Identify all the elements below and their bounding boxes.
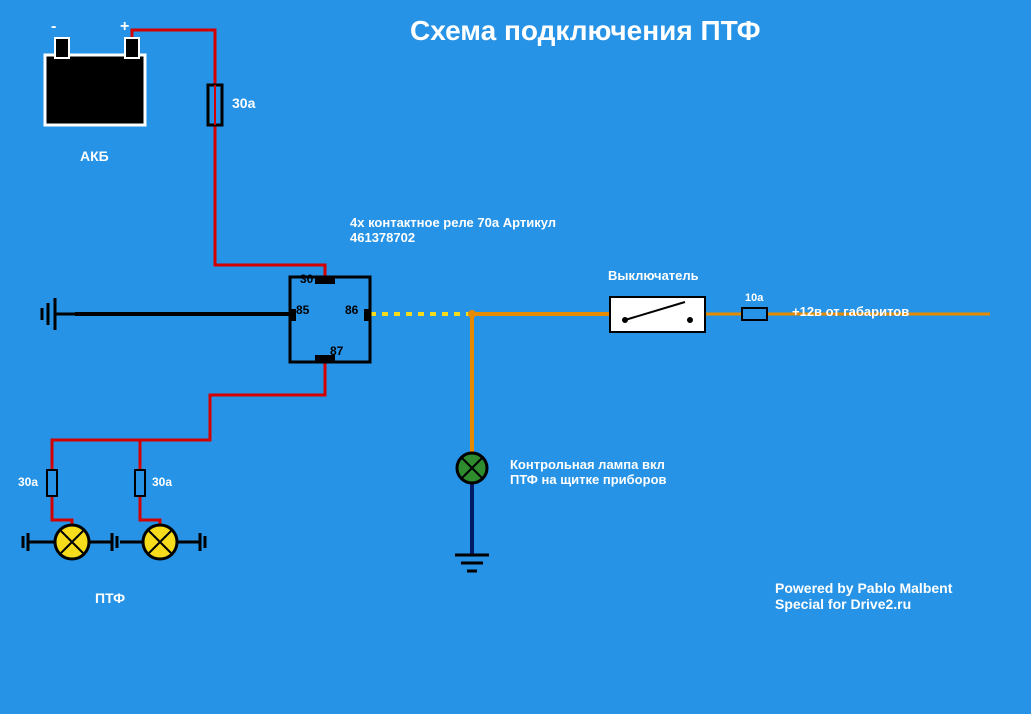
battery-minus: -	[51, 18, 56, 36]
ptf-fuse1	[47, 470, 57, 496]
relay-pin87-label: 87	[330, 344, 343, 358]
relay-label: 4х контактное реле 70а Артикул 461378702	[350, 215, 556, 245]
ptf-label: ПТФ	[95, 590, 125, 606]
wire-fuse-down	[215, 125, 325, 278]
footer-line2: Special for Drive2.ru	[775, 596, 952, 612]
junction-dot	[468, 310, 476, 318]
relay-pin30-label: 30	[300, 272, 313, 286]
footer: Powered by Pablo Malbent Special for Dri…	[775, 580, 952, 612]
relay-pin86-label: 86	[345, 303, 358, 317]
wire-87-branch	[52, 362, 325, 470]
supply-label: +12в от габаритов	[792, 304, 909, 319]
relay-pin85-label: 85	[296, 303, 309, 317]
fuse-10a	[742, 308, 767, 320]
footer-line1: Powered by Pablo Malbent	[775, 580, 952, 596]
wire-87-branch2	[140, 440, 210, 470]
wire-fuse-lamp2	[140, 496, 160, 525]
ptf-fuse2-label: 30а	[152, 475, 172, 489]
wire-fuse-lamp1	[52, 496, 72, 525]
battery-terminal-minus	[55, 38, 69, 58]
ground-left-icon	[42, 298, 75, 330]
ptf-fuse2	[135, 470, 145, 496]
ptf-fuse1-label: 30а	[18, 475, 38, 489]
battery-terminal-plus	[125, 38, 139, 58]
battery-label: АКБ	[80, 148, 109, 164]
battery-body	[45, 55, 145, 125]
relay-pin86	[364, 309, 370, 321]
switch-box	[610, 297, 705, 332]
fuse-10a-label: 10а	[745, 292, 763, 304]
indicator-lamp-label: Контрольная лампа вкл ПТФ на щитке прибо…	[510, 457, 667, 487]
switch-label: Выключатель	[608, 268, 699, 283]
fuse-main-label: 30а	[232, 95, 255, 111]
page-title: Схема подключения ПТФ	[410, 15, 761, 47]
ground-lamp-icon	[455, 555, 489, 571]
switch-term-r	[687, 317, 693, 323]
battery-plus: +	[120, 18, 129, 36]
relay-pin30	[315, 278, 335, 284]
